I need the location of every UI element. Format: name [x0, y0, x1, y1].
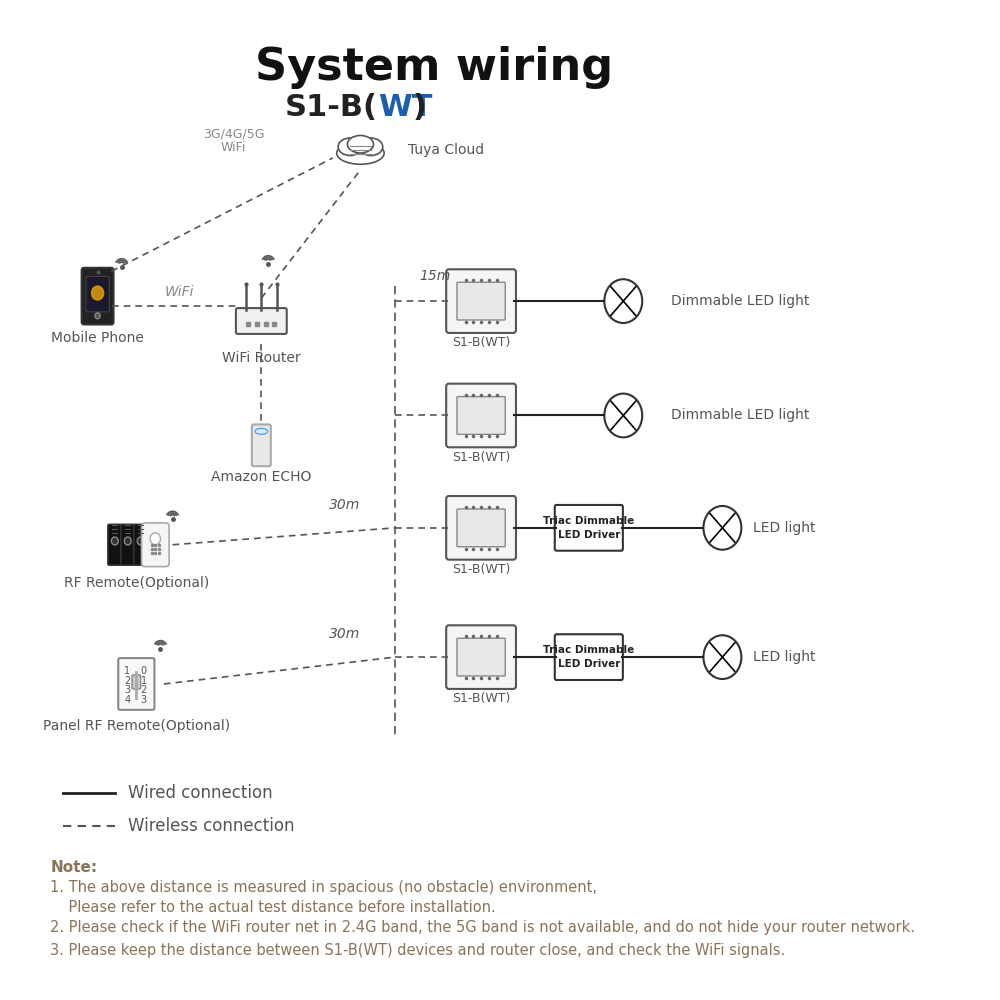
Text: 1: 1 [141, 676, 147, 686]
FancyBboxPatch shape [555, 505, 623, 551]
FancyBboxPatch shape [457, 282, 505, 320]
Circle shape [111, 537, 118, 545]
Text: S1-B(: S1-B( [285, 93, 378, 122]
Text: Wireless connection: Wireless connection [128, 817, 294, 835]
Text: Triac Dimmable: Triac Dimmable [543, 516, 634, 526]
FancyBboxPatch shape [82, 268, 114, 324]
Ellipse shape [359, 138, 383, 156]
Text: Dimmable LED light: Dimmable LED light [671, 408, 809, 422]
FancyBboxPatch shape [446, 625, 516, 689]
Text: 2. Please check if the WiFi router net in 2.4G band, the 5G band is not availabl: 2. Please check if the WiFi router net i… [50, 920, 915, 935]
Text: Note:: Note: [50, 860, 97, 875]
Text: 3. Please keep the distance between S1-B(WT) devices and router close, and check: 3. Please keep the distance between S1-B… [50, 943, 785, 958]
Circle shape [604, 279, 642, 323]
Text: 0: 0 [141, 666, 147, 676]
Ellipse shape [337, 142, 384, 164]
Text: WiFi: WiFi [221, 141, 246, 154]
Text: Please refer to the actual test distance before installation.: Please refer to the actual test distance… [50, 900, 496, 915]
Text: 1: 1 [124, 666, 130, 676]
Text: Panel RF Remote(Optional): Panel RF Remote(Optional) [43, 719, 230, 733]
FancyBboxPatch shape [118, 658, 154, 710]
Text: 3: 3 [141, 695, 147, 705]
FancyBboxPatch shape [555, 634, 623, 680]
Text: Triac Dimmable: Triac Dimmable [543, 645, 634, 655]
FancyBboxPatch shape [457, 397, 505, 434]
Text: 2: 2 [140, 685, 147, 695]
Circle shape [604, 394, 642, 437]
Text: 4: 4 [124, 695, 130, 705]
Text: 30m: 30m [329, 627, 360, 641]
FancyBboxPatch shape [236, 308, 287, 334]
Text: 15m: 15m [420, 269, 451, 283]
Text: S1-B(WT): S1-B(WT) [452, 692, 510, 705]
Circle shape [703, 635, 741, 679]
Circle shape [92, 286, 104, 300]
FancyBboxPatch shape [457, 638, 505, 676]
Text: Wired connection: Wired connection [128, 784, 272, 802]
FancyBboxPatch shape [142, 523, 169, 567]
Text: LED light: LED light [753, 521, 815, 535]
Text: LED light: LED light [753, 650, 815, 664]
Text: 3G/4G/5G: 3G/4G/5G [203, 127, 264, 140]
FancyBboxPatch shape [446, 496, 516, 560]
Text: WiFi: WiFi [165, 285, 194, 299]
Text: Dimmable LED light: Dimmable LED light [671, 294, 809, 308]
Text: Amazon ECHO: Amazon ECHO [211, 470, 312, 484]
FancyBboxPatch shape [121, 524, 135, 565]
Text: S1-B(WT): S1-B(WT) [452, 336, 510, 349]
Text: 1. The above distance is measured in spacious (no obstacle) environment,: 1. The above distance is measured in spa… [50, 880, 597, 895]
Text: WiFi Router: WiFi Router [222, 351, 301, 365]
Text: Mobile Phone: Mobile Phone [51, 331, 144, 345]
FancyBboxPatch shape [134, 524, 148, 565]
FancyBboxPatch shape [108, 524, 122, 565]
FancyBboxPatch shape [446, 384, 516, 447]
FancyBboxPatch shape [132, 675, 141, 689]
Text: System wiring: System wiring [255, 46, 613, 89]
Text: LED Driver: LED Driver [558, 530, 620, 540]
FancyBboxPatch shape [86, 276, 109, 312]
Text: 2: 2 [124, 676, 130, 686]
Circle shape [150, 533, 160, 545]
Circle shape [703, 506, 741, 550]
Text: WT: WT [378, 93, 432, 122]
Ellipse shape [338, 138, 362, 156]
Text: 3: 3 [124, 685, 130, 695]
Circle shape [95, 313, 100, 319]
FancyBboxPatch shape [457, 509, 505, 547]
Ellipse shape [347, 135, 373, 153]
Text: 30m: 30m [329, 498, 360, 512]
Text: LED Driver: LED Driver [558, 659, 620, 669]
Text: RF Remote(Optional): RF Remote(Optional) [64, 576, 209, 590]
Circle shape [137, 537, 144, 545]
FancyBboxPatch shape [252, 424, 271, 466]
Text: S1-B(WT): S1-B(WT) [452, 451, 510, 464]
Text: S1-B(WT): S1-B(WT) [452, 563, 510, 576]
Text: Tuya Cloud: Tuya Cloud [408, 143, 484, 157]
Circle shape [124, 537, 131, 545]
Text: ): ) [412, 93, 426, 122]
FancyBboxPatch shape [446, 269, 516, 333]
